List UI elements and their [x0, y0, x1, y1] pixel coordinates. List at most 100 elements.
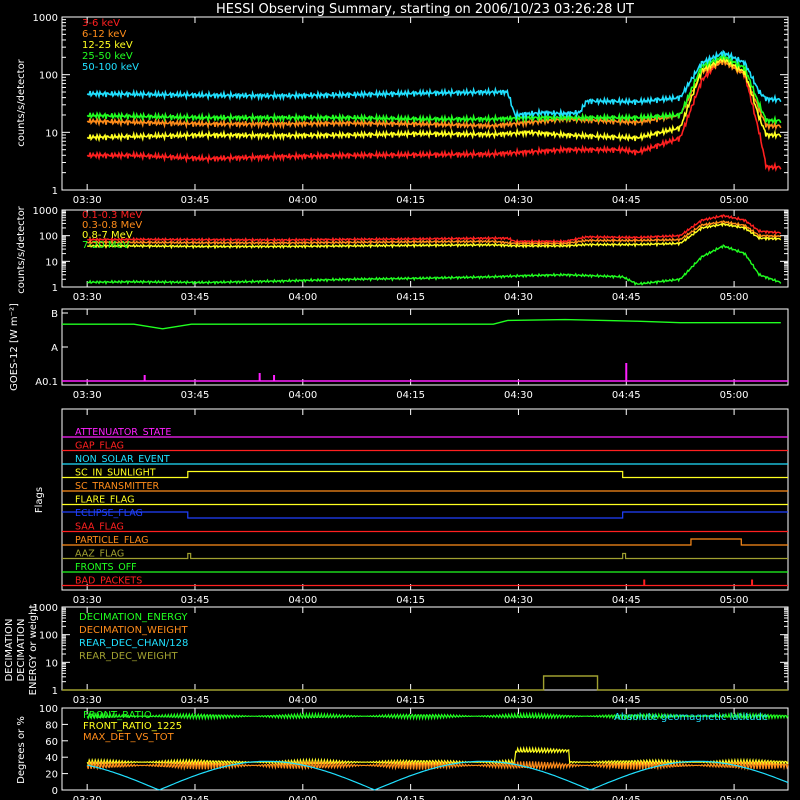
series-3-line	[86, 52, 782, 126]
front-ratio-line	[86, 711, 789, 722]
y-tick-label: 100	[39, 631, 58, 642]
legend-entry: DECIMATION_ENERGY	[79, 612, 188, 623]
panel-1-frame	[61, 16, 789, 191]
flag-label: PARTICLE_FLAG	[75, 535, 148, 546]
y-tick-label: B	[51, 309, 58, 320]
legend-entry: 0.8-7 MeV	[82, 230, 133, 241]
x-tick-label: 03:45	[181, 390, 210, 401]
panel-4-ylabel: Flags	[34, 487, 45, 513]
flag-line	[62, 470, 788, 479]
y-tick-label: 1	[52, 186, 58, 197]
panel-2-ylabel: counts/s/detector	[16, 205, 27, 293]
y-tick-label: 1	[52, 283, 58, 294]
x-tick-label: 03:30	[73, 292, 102, 303]
y-tick-label: 60	[45, 737, 58, 748]
panel-4-frame	[61, 408, 789, 591]
legend-entry: MAX_DET_VS_TOT	[83, 732, 175, 743]
flag-line	[62, 552, 788, 560]
legend-entry: 0.3-0.8 MeV	[82, 220, 142, 231]
x-tick-label: 04:15	[396, 595, 425, 606]
y-tick-label: 1000	[33, 206, 58, 217]
legend-entry: REAR_DEC_WEIGHT	[79, 651, 178, 662]
flag-label: SAA_FLAG	[75, 522, 124, 533]
series-3-line	[86, 244, 782, 287]
y-tick-label: 20	[45, 770, 58, 781]
chart-title: HESSI Observing Summary, starting on 200…	[216, 2, 634, 17]
x-tick-label: 04:00	[288, 595, 317, 606]
legend-entry: DECIMATION_WEIGHT	[79, 625, 188, 636]
x-tick-label: 04:15	[396, 195, 425, 206]
legend-entry: FRONT_RATIO	[83, 710, 152, 721]
legend-entry: 6-12 keV	[82, 29, 126, 40]
y-tick-label: 10	[45, 658, 58, 669]
x-tick-label: 04:30	[504, 195, 533, 206]
legend-entry: REAR_DEC_CHAN/128	[79, 638, 188, 649]
x-tick-label: 04:00	[288, 795, 317, 800]
series-4-line	[86, 49, 782, 120]
flag-label: GAP_FLAG	[75, 441, 124, 452]
panel-6-ylabel: Degrees or %	[16, 716, 27, 784]
x-tick-label: 05:00	[720, 595, 749, 606]
y-tick-label: A	[51, 343, 58, 354]
x-tick-label: 03:45	[181, 195, 210, 206]
geomagnetic-latitude-line	[87, 760, 789, 791]
x-tick-label: 04:00	[288, 195, 317, 206]
y-tick-label: A0.1	[35, 377, 58, 388]
legend-entry: 25-50 keV	[82, 51, 133, 62]
flag-label: FRONTS_OFF	[75, 562, 137, 573]
panel-5-ylabel-1: DECIMATION	[4, 618, 15, 681]
flag-line	[62, 538, 788, 546]
x-tick-label: 04:45	[612, 195, 641, 206]
flag-label: ECLIPSE_FLAG	[75, 508, 143, 519]
series-1-line	[86, 220, 782, 247]
x-tick-label: 04:45	[612, 695, 641, 706]
y-tick-label: 1000	[33, 603, 58, 614]
panel-5-ylabel-3: ENERGY or weight	[28, 605, 39, 696]
x-tick-label: 05:00	[720, 292, 749, 303]
x-tick-label: 04:30	[504, 595, 533, 606]
panel-3-frame	[61, 308, 789, 386]
series-0-line	[86, 214, 782, 245]
x-tick-label: 04:45	[612, 390, 641, 401]
annotation-label: Absolute geomagnetic latitude	[614, 712, 768, 723]
x-tick-label: 03:30	[73, 795, 102, 800]
flag-label: SC_TRANSMITTER	[75, 481, 160, 492]
x-tick-label: 04:30	[504, 390, 533, 401]
legend-entry: 0.1-0.3 MeV	[82, 210, 142, 221]
y-tick-label: 1	[52, 686, 58, 697]
y-tick-label: 80	[45, 720, 58, 731]
x-tick-label: 03:45	[181, 595, 210, 606]
x-tick-label: 05:00	[720, 390, 749, 401]
y-tick-label: 40	[45, 753, 58, 764]
goes-flux-line	[62, 318, 781, 330]
panel-5-ylabel-2: DECIMATION	[16, 618, 27, 681]
y-tick-label: 100	[39, 71, 58, 82]
x-tick-label: 04:45	[612, 795, 641, 800]
y-tick-label: 100	[39, 704, 58, 715]
flag-label: SC_IN_SUNLIGHT	[75, 468, 156, 479]
x-tick-label: 04:30	[504, 292, 533, 303]
front-ratio-1225-line	[86, 745, 789, 767]
x-tick-label: 03:45	[181, 292, 210, 303]
legend-entry: 50-100 keV	[82, 62, 139, 73]
x-tick-label: 04:45	[612, 292, 641, 303]
flag-label: AAZ_FLAG	[75, 549, 124, 560]
x-tick-label: 03:45	[181, 795, 210, 800]
series-2-line	[86, 222, 782, 250]
legend-entry: 3-6 keV	[82, 18, 120, 29]
panel-3-ylabel: GOES-12 [W m⁻²]	[9, 303, 20, 391]
flag-label: BAD_PACKETS	[75, 576, 142, 587]
x-tick-label: 04:00	[288, 390, 317, 401]
x-tick-label: 04:15	[396, 795, 425, 800]
y-tick-label: 1000	[33, 13, 58, 24]
x-tick-label: 03:45	[181, 695, 210, 706]
flag-line	[62, 511, 788, 519]
rear-dec-weight-line	[62, 675, 788, 691]
x-tick-label: 03:30	[73, 695, 102, 706]
x-tick-label: 03:30	[73, 195, 102, 206]
flag-label: ATTENUATOR_STATE	[75, 427, 171, 438]
x-tick-label: 04:45	[612, 595, 641, 606]
x-tick-label: 04:00	[288, 695, 317, 706]
x-tick-label: 03:30	[73, 390, 102, 401]
